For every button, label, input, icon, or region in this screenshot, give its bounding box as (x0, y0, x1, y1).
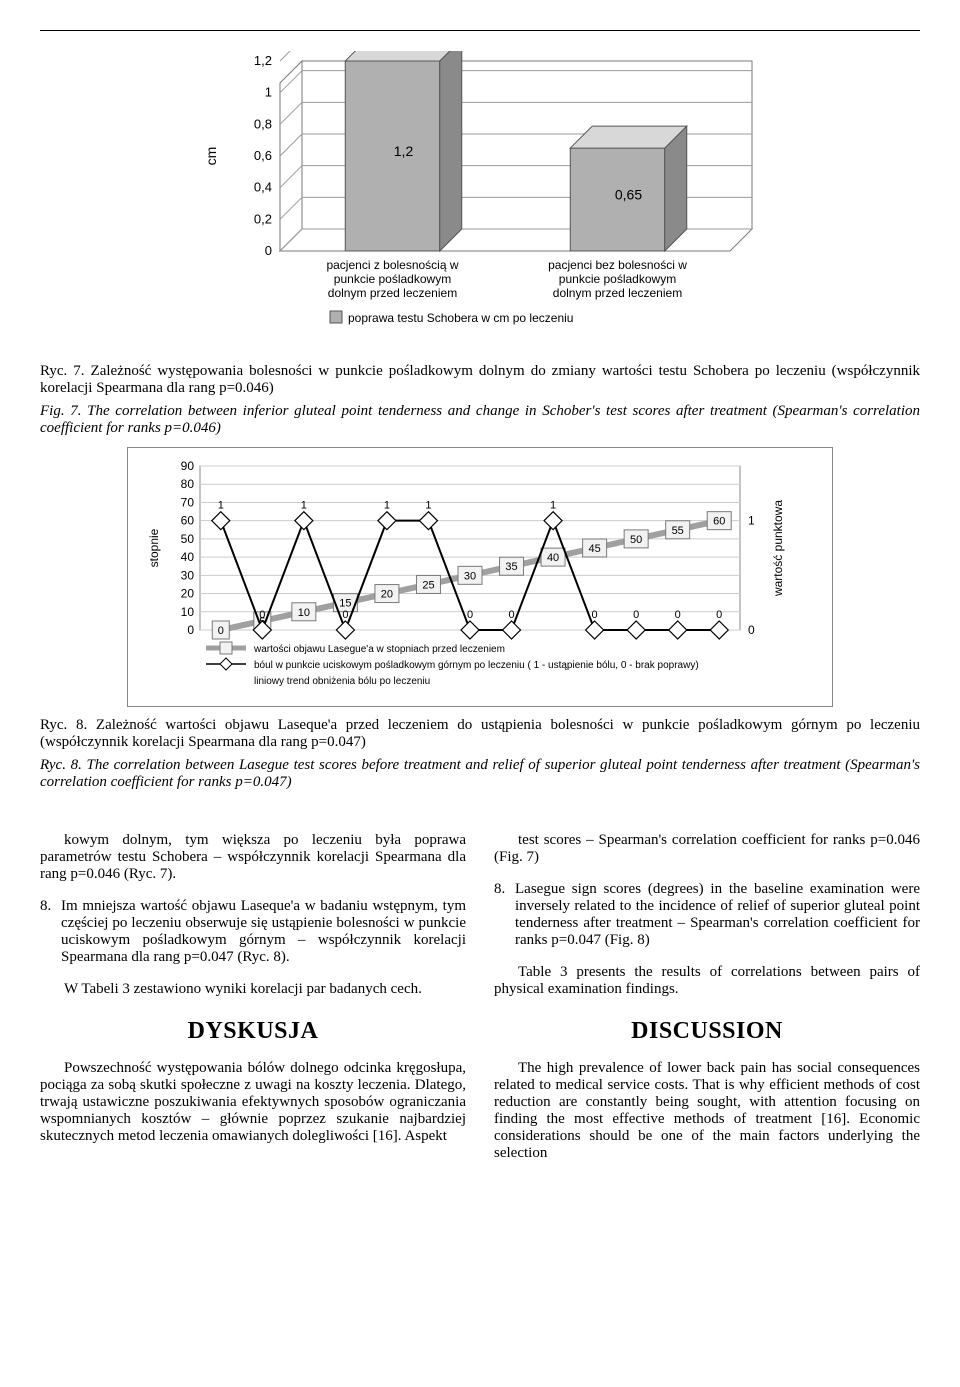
svg-text:0: 0 (342, 609, 348, 621)
fig7-caption-en: Fig. 7. The correlation between inferior… (40, 403, 920, 437)
right-item8-num: 8. (494, 881, 515, 949)
svg-text:1: 1 (218, 500, 224, 512)
svg-text:0,8: 0,8 (254, 116, 272, 131)
svg-text:0: 0 (716, 609, 722, 621)
svg-text:wartości objawu Lasegue'a w s: wartości objawu Lasegue'a w stopniach pr… (253, 644, 505, 655)
left-p2: W Tabeli 3 zestawiono wyniki korelacji p… (40, 981, 466, 998)
left-item8-text: Im mniejsza wartość objawu Laseque'a w b… (61, 898, 466, 966)
svg-text:punkcie pośladkowym: punkcie pośladkowym (559, 272, 676, 286)
svg-text:0,65: 0,65 (615, 187, 642, 203)
svg-text:0: 0 (187, 623, 194, 637)
svg-text:0: 0 (748, 623, 755, 637)
svg-text:10: 10 (181, 605, 195, 619)
svg-text:poprawa testu Schobera w cm po: poprawa testu Schobera w cm po leczeniu (348, 311, 573, 325)
svg-text:pacjenci bez bolesności w: pacjenci bez bolesności w (548, 258, 687, 272)
svg-text:20: 20 (181, 587, 195, 601)
svg-text:1: 1 (748, 514, 755, 528)
left-p1: kowym dolnym, tym większa po leczeniu by… (40, 832, 466, 883)
col-left: kowym dolnym, tym większa po leczeniu by… (40, 817, 466, 1177)
svg-text:bóul w punkcie uciskowym pośla: bóul w punkcie uciskowym pośladkowym gór… (254, 660, 699, 671)
svg-text:15: 15 (339, 598, 351, 610)
chart-schober: 0 0,2 0,4 0,6 0,8 1 1,2 cm 1,2 pacjenci z bolesno… (190, 51, 770, 351)
right-p1: test scores – Spearman's correlation coe… (494, 832, 920, 866)
fig8-caption-en: Ryc. 8. The correlation between Lasegue … (40, 757, 920, 791)
svg-text:1: 1 (550, 500, 556, 512)
svg-text:wartość punktowa: wartość punktowa (771, 500, 785, 597)
svg-text:dolnym przed leczeniem: dolnym przed leczeniem (553, 286, 682, 300)
body-columns: kowym dolnym, tym większa po leczeniu by… (40, 817, 920, 1177)
svg-text:45: 45 (588, 543, 600, 555)
svg-text:60: 60 (181, 514, 195, 528)
svg-text:1: 1 (265, 85, 272, 100)
svg-text:30: 30 (464, 570, 476, 582)
svg-text:1,2: 1,2 (394, 143, 414, 159)
svg-text:pacjenci z bolesnością w: pacjenci z bolesnością w (326, 258, 458, 272)
right-p2: Table 3 presents the results of correlat… (494, 964, 920, 998)
fig7-caption-pl: Ryc. 7. Zależność występowania bolesnośc… (40, 363, 920, 397)
col-right: test scores – Spearman's correlation coe… (494, 817, 920, 1177)
svg-text:60: 60 (713, 516, 725, 528)
svg-text:30: 30 (181, 568, 195, 582)
svg-text:0,2: 0,2 (254, 211, 272, 226)
heading-dyskusja: DYSKUSJA (40, 1018, 466, 1045)
svg-text:55: 55 (672, 525, 684, 537)
svg-text:0: 0 (675, 609, 681, 621)
fig8-caption-pl: Ryc. 8. Zależność wartości objawu Lasequ… (40, 717, 920, 751)
svg-text:dolnym przed leczeniem: dolnym przed leczeniem (328, 286, 457, 300)
svg-text:0: 0 (467, 609, 473, 621)
svg-text:0: 0 (265, 243, 272, 258)
svg-text:1: 1 (384, 500, 390, 512)
svg-text:0: 0 (508, 609, 514, 621)
svg-text:1,2: 1,2 (254, 53, 272, 68)
right-item8: 8. Lasegue sign scores (degrees) in the … (494, 881, 920, 949)
svg-text:35: 35 (505, 561, 517, 573)
heading-discussion: DISCUSSION (494, 1018, 920, 1045)
svg-text:0,4: 0,4 (254, 180, 272, 195)
svg-text:90: 90 (181, 460, 195, 473)
svg-text:punkcie pośladkowym: punkcie pośladkowym (334, 272, 451, 286)
left-p3: Powszechność występowania bólów dolnego … (40, 1060, 466, 1145)
svg-text:80: 80 (181, 477, 195, 491)
svg-text:70: 70 (181, 495, 195, 509)
svg-text:0: 0 (259, 609, 265, 621)
svg-text:0: 0 (633, 609, 639, 621)
top-rule (40, 30, 920, 31)
svg-text:0: 0 (218, 625, 224, 637)
svg-text:cm: cm (203, 147, 219, 166)
svg-text:0,6: 0,6 (254, 148, 272, 163)
svg-text:0: 0 (592, 609, 598, 621)
svg-text:20: 20 (381, 589, 393, 601)
svg-text:stopnie: stopnie (147, 528, 161, 567)
svg-text:1: 1 (425, 500, 431, 512)
right-p3: The high prevalence of lower back pain h… (494, 1060, 920, 1162)
svg-text:40: 40 (547, 552, 559, 564)
svg-text:1: 1 (301, 500, 307, 512)
right-item8-text: Lasegue sign scores (degrees) in the bas… (515, 881, 920, 949)
svg-text:liniowy trend obniżenia bólu p: liniowy trend obniżenia bólu po leczeniu (254, 676, 430, 687)
svg-text:10: 10 (298, 607, 310, 619)
svg-text:50: 50 (630, 534, 642, 546)
left-item8-num: 8. (40, 898, 61, 966)
svg-text:40: 40 (181, 550, 195, 564)
left-item8: 8. Im mniejsza wartość objawu Laseque'a … (40, 898, 466, 966)
chart-lasegue: 0102030405060708090stopniewartość punkto… (127, 447, 833, 707)
svg-text:25: 25 (422, 579, 434, 591)
svg-text:50: 50 (181, 532, 195, 546)
